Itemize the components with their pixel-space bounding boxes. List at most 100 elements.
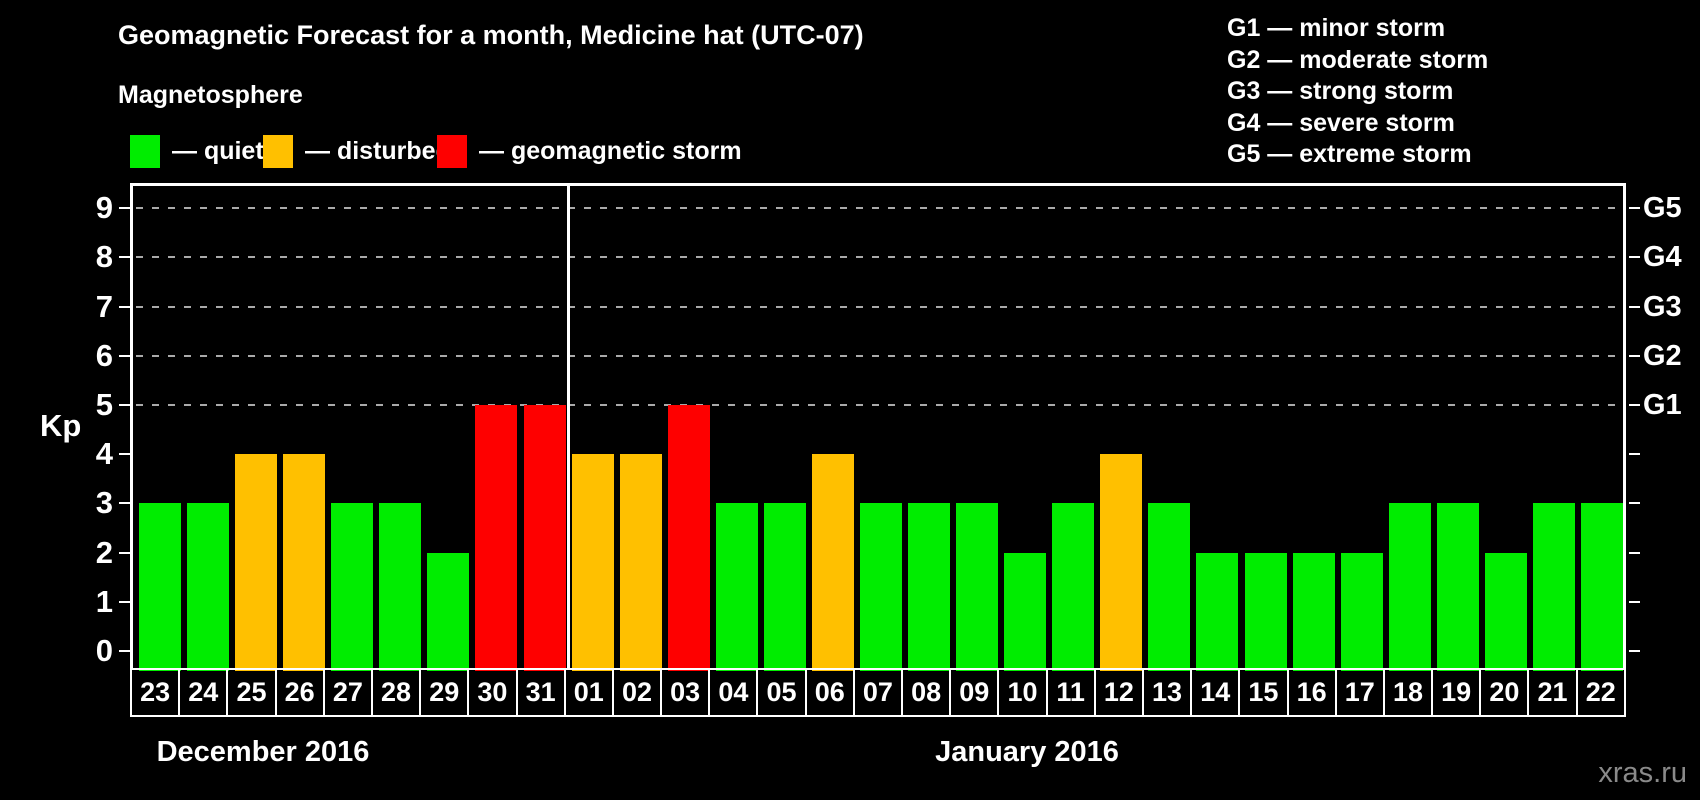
kp-bar-day-28 — [379, 503, 422, 671]
kp-bar-day-21 — [1532, 503, 1575, 671]
gridline-kp8 — [136, 256, 1620, 259]
g-level-label-g5: G5 — [1643, 192, 1682, 225]
gridline-kp7 — [136, 305, 1620, 308]
g2-legend-line: G2 — moderate storm — [1227, 45, 1489, 74]
kp-bar-day-30 — [475, 405, 518, 671]
day-label-27: 27 — [322, 668, 373, 717]
kp-tick-label-2: 2 — [95, 534, 113, 570]
y-axis-title-kp: Kp — [40, 408, 82, 443]
kp-bar-day-04 — [715, 503, 758, 671]
day-label-15: 15 — [1238, 668, 1289, 717]
plot-area: 0 1 2 3 4 5 6 7 8 9 G1 G2 G3 G4 G5 — [96, 183, 1682, 671]
g-scale-legend: G1 — minor storm G2 — moderate storm G3 … — [1227, 13, 1488, 171]
day-label-30: 30 — [467, 668, 518, 717]
day-label-22: 22 — [1575, 668, 1626, 717]
day-axis-row: 23 24 25 26 27 28 29 30 31 01 02 03 04 05 06 07 08 09 10 11… — [130, 668, 1626, 717]
kp-bar-day-03 — [667, 405, 710, 671]
kp-bar-day-02 — [619, 454, 662, 671]
day-label-20: 20 — [1479, 668, 1530, 717]
legend-item-quiet: — quiet — [130, 134, 264, 168]
day-label-05: 05 — [756, 668, 807, 717]
kp-tick-label-7: 7 — [95, 288, 113, 324]
day-label-04: 04 — [708, 668, 759, 717]
left-axis-tick-8 — [119, 256, 130, 259]
day-label-17: 17 — [1334, 668, 1385, 717]
kp-bar-day-09 — [956, 503, 999, 671]
kp-bar-day-19 — [1436, 503, 1479, 671]
left-axis-tick-3 — [119, 502, 130, 505]
right-axis-tick-9 — [1629, 207, 1640, 210]
kp-tick-label-0: 0 — [95, 633, 113, 668]
day-label-03: 03 — [660, 668, 711, 717]
day-label-14: 14 — [1190, 668, 1241, 717]
day-label-09: 09 — [949, 668, 1000, 717]
day-label-19: 19 — [1431, 668, 1482, 717]
day-label-13: 13 — [1141, 668, 1193, 717]
kp-bar-day-01 — [571, 454, 614, 671]
kp-bar-day-12 — [1100, 454, 1143, 671]
gridline-kp9 — [136, 207, 1620, 210]
day-label-10: 10 — [997, 668, 1048, 717]
gridline-kp6 — [136, 354, 1620, 357]
kp-bar-day-06 — [811, 454, 854, 671]
kp-bar-day-23 — [139, 503, 182, 671]
day-label-16: 16 — [1286, 668, 1337, 717]
kp-bar-day-05 — [763, 503, 806, 671]
day-label-26: 26 — [274, 668, 325, 717]
day-label-08: 08 — [901, 668, 952, 717]
left-axis-tick-1 — [119, 600, 130, 603]
g5-legend-line: G5 — extreme storm — [1227, 140, 1472, 168]
kp-tick-label-6: 6 — [95, 337, 113, 373]
left-axis-tick-6 — [119, 354, 130, 357]
g-level-label-g3: G3 — [1643, 290, 1682, 323]
day-label-24: 24 — [178, 668, 229, 717]
kp-tick-label-4: 4 — [95, 436, 113, 472]
g4-legend-line: G4 — severe storm — [1227, 108, 1455, 137]
g-level-label-g1: G1 — [1643, 389, 1682, 421]
g1-legend-line: G1 — minor storm — [1227, 14, 1446, 42]
kp-tick-label-1: 1 — [95, 583, 113, 619]
g3-legend-line: G3 — strong storm — [1227, 77, 1454, 105]
kp-bar-day-22 — [1580, 503, 1623, 671]
legend-item-storm: — geomagnetic storm — [437, 134, 742, 168]
day-label-28: 28 — [370, 668, 422, 717]
kp-bar-day-15 — [1244, 552, 1287, 671]
kp-bar-day-27 — [331, 503, 374, 671]
legend-quiet-label: — quiet — [172, 136, 264, 165]
right-axis-tick-7 — [1629, 305, 1640, 308]
kp-bar-day-31 — [523, 405, 566, 671]
legend-storm-label: — geomagnetic storm — [479, 136, 742, 165]
legend-item-disturbed: — disturbed — [263, 134, 451, 168]
left-axis-tick-0 — [119, 650, 130, 652]
right-axis-tick-3 — [1629, 502, 1640, 505]
month-label-january: January 2016 — [935, 736, 1119, 768]
day-label-29: 29 — [419, 668, 470, 717]
kp-bar-day-18 — [1388, 503, 1431, 671]
quiet-color-swatch — [130, 134, 160, 168]
day-label-25: 25 — [226, 668, 277, 717]
kp-bar-day-25 — [235, 454, 278, 671]
kp-tick-label-5: 5 — [95, 387, 113, 422]
legend-disturbed-label: — disturbed — [305, 136, 451, 165]
kp-tick-label-8: 8 — [95, 239, 113, 275]
left-axis-tick-4 — [119, 453, 130, 456]
left-axis-tick-5 — [119, 404, 130, 406]
day-label-23: 23 — [130, 668, 181, 717]
day-label-07: 07 — [852, 668, 903, 717]
kp-bar-day-07 — [860, 503, 902, 671]
watermark-xras: xras.ru — [1598, 757, 1687, 789]
day-label-01: 01 — [563, 668, 614, 717]
kp-tick-label-9: 9 — [95, 190, 113, 226]
chart-title: Geomagnetic Forecast for a month, Medici… — [118, 20, 864, 50]
g-level-label-g4: G4 — [1643, 241, 1682, 274]
kp-bar-day-14 — [1196, 552, 1239, 671]
kp-bar-day-17 — [1340, 552, 1383, 671]
right-axis-tick-8 — [1629, 256, 1640, 259]
day-label-11: 11 — [1045, 668, 1096, 717]
storm-color-swatch — [437, 134, 467, 168]
left-axis-tick-2 — [119, 551, 130, 554]
kp-tick-label-3: 3 — [95, 485, 113, 521]
right-axis-tick-0 — [1629, 650, 1640, 652]
day-label-18: 18 — [1382, 668, 1434, 717]
month-label-december: December 2016 — [156, 736, 370, 768]
